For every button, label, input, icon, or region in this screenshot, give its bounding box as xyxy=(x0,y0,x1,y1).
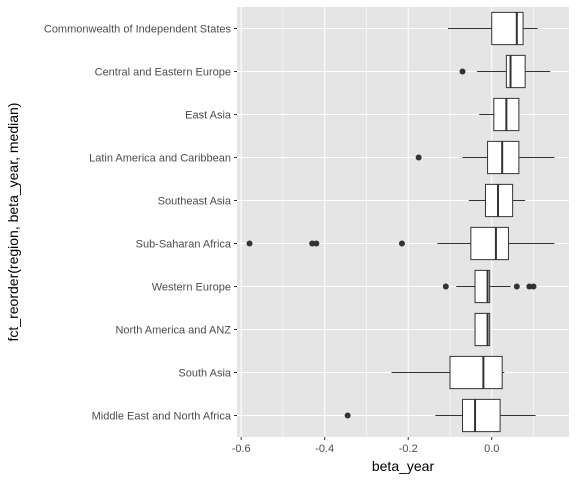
x-tick-label: -0.2 xyxy=(399,443,418,455)
y-tick-label: Middle East and North Africa xyxy=(92,411,232,423)
boxplot xyxy=(391,355,505,390)
y-tick-label: North America and ANZ xyxy=(115,325,231,337)
y-tick-label: South Asia xyxy=(178,368,231,380)
boxplot xyxy=(479,97,520,132)
box xyxy=(462,398,501,433)
outlier-point xyxy=(246,240,253,247)
box xyxy=(474,312,491,347)
y-tick-label: Commonwealth of Independent States xyxy=(44,24,232,36)
boxplot xyxy=(468,183,526,218)
box xyxy=(470,226,509,261)
y-tick-label: Southeast Asia xyxy=(158,196,232,208)
outlier-point xyxy=(442,283,449,290)
boxplots xyxy=(246,11,555,433)
x-axis: -0.6 -0.4 -0.2 0.0 xyxy=(232,437,499,455)
outlier-point xyxy=(415,154,422,161)
x-axis-title: beta_year xyxy=(372,458,435,474)
outlier-point xyxy=(344,412,351,419)
y-axis-title: fct_reorder(region, beta_year, median) xyxy=(5,103,21,342)
box xyxy=(487,140,520,175)
outlier-point xyxy=(513,283,520,290)
boxplot xyxy=(459,54,551,89)
boxplot xyxy=(246,226,555,261)
box xyxy=(505,54,526,89)
x-tick-label: -0.6 xyxy=(232,443,251,455)
outlier-point xyxy=(313,240,320,247)
box xyxy=(484,183,514,218)
boxplot xyxy=(474,312,491,347)
box xyxy=(474,269,491,304)
outlier-point xyxy=(530,283,537,290)
boxplot xyxy=(415,140,555,175)
outlier-point xyxy=(459,68,466,75)
x-tick-label: -0.4 xyxy=(315,443,334,455)
y-tick-label: Latin America and Caribbean xyxy=(89,153,231,165)
outlier-point xyxy=(398,240,405,247)
boxplot xyxy=(344,398,536,433)
y-tick-label: Western Europe xyxy=(152,282,231,294)
boxplot xyxy=(442,269,537,304)
boxplot xyxy=(447,11,538,46)
y-axis: Middle East and North Africa South Asia No… xyxy=(44,24,237,423)
y-tick-label: East Asia xyxy=(185,110,232,122)
box xyxy=(491,11,524,46)
x-tick-label: 0.0 xyxy=(484,443,499,455)
box xyxy=(449,355,503,390)
outlier-point xyxy=(309,240,316,247)
y-tick-label: Sub-Saharan Africa xyxy=(136,239,232,251)
y-tick-label: Central and Eastern Europe xyxy=(95,67,231,79)
outlier-point xyxy=(526,283,533,290)
